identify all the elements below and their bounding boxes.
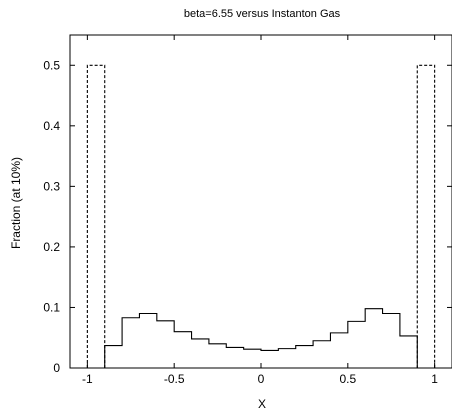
x-tick-label: 0.5 (339, 372, 356, 386)
x-tick-label: 1 (431, 372, 438, 386)
axis-ticks: -1 -0.5 0 0.5 1 0 0.1 0.2 0.3 0.4 0.5 (43, 35, 452, 386)
x-axis-label: X (258, 397, 266, 411)
y-tick-label: 0.5 (43, 58, 60, 72)
x-tick-label: 0 (258, 372, 265, 386)
y-tick-label: 0.1 (43, 300, 60, 314)
y-tick-label: 0 (53, 361, 60, 375)
y-tick-label: 0.3 (43, 179, 60, 193)
y-axis-label: Fraction (at 10%) (9, 157, 23, 249)
chart-title: beta=6.55 versus Instanton Gas (184, 8, 341, 20)
x-tick-label: -1 (82, 372, 93, 386)
plot-frame (69, 34, 452, 369)
solid-histogram-line (87, 308, 435, 369)
x-tick-label: -0.5 (164, 372, 185, 386)
y-tick-label: 0.2 (43, 240, 60, 254)
y-tick-label: 0.4 (43, 119, 60, 133)
